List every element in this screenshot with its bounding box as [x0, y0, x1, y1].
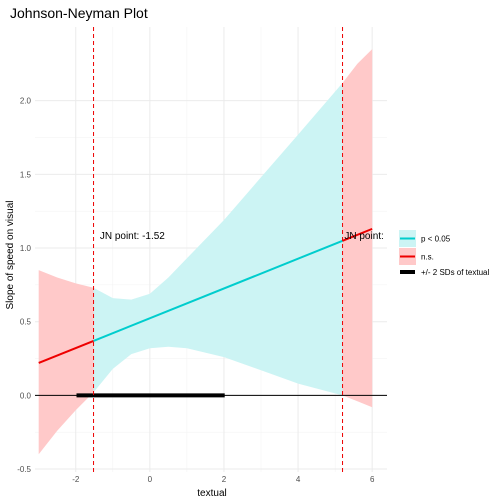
- y-tick-label: 1.0: [20, 244, 32, 253]
- sig-band: [93, 83, 343, 396]
- ns-band-right: [342, 49, 373, 408]
- x-tick-label: 6: [370, 475, 375, 484]
- reference-lines: [35, 27, 387, 472]
- slope-lines: [38, 227, 373, 364]
- legend-label-sig: p < 0.05: [421, 235, 451, 244]
- ns-line-right: [342, 227, 373, 242]
- x-tick-label: 2: [222, 475, 227, 484]
- y-tick-label: 0.5: [20, 318, 32, 327]
- x-tick-label: 0: [148, 475, 153, 484]
- jn-point-label: JN point: -1.52: [100, 231, 165, 242]
- chart-title: Johnson-Neyman Plot: [10, 5, 148, 21]
- x-tick-label: -2: [72, 475, 80, 484]
- ns-line-left: [38, 339, 94, 364]
- ns-band-left: [38, 270, 94, 455]
- legend-label-ns: n.s.: [421, 253, 434, 262]
- y-tick-label: 2.0: [20, 97, 32, 106]
- y-tick-label: 0.0: [20, 391, 32, 400]
- legend-label-sd: +/- 2 SDs of textual: [421, 268, 489, 277]
- y-axis-title: Slope of speed on visual: [5, 201, 16, 310]
- y-tick-label: -0.5: [17, 465, 31, 474]
- legend: p < 0.05 n.s. +/- 2 SDs of textual: [399, 230, 489, 277]
- sig-line: [93, 239, 343, 342]
- y-tick-label: 1.5: [20, 170, 32, 179]
- jn-point-label: JN point: 5.20: [344, 231, 406, 242]
- jn-annotations: JN point: -1.52 JN point: 5.20: [100, 231, 406, 242]
- x-tick-labels: -2 0 2 4 6: [72, 475, 375, 484]
- x-axis-title: textual: [197, 488, 226, 499]
- x-tick-label: 4: [296, 475, 301, 484]
- confidence-bands: [38, 49, 373, 455]
- y-tick-labels: -0.5 0.0 0.5 1.0 1.5 2.0: [17, 97, 31, 474]
